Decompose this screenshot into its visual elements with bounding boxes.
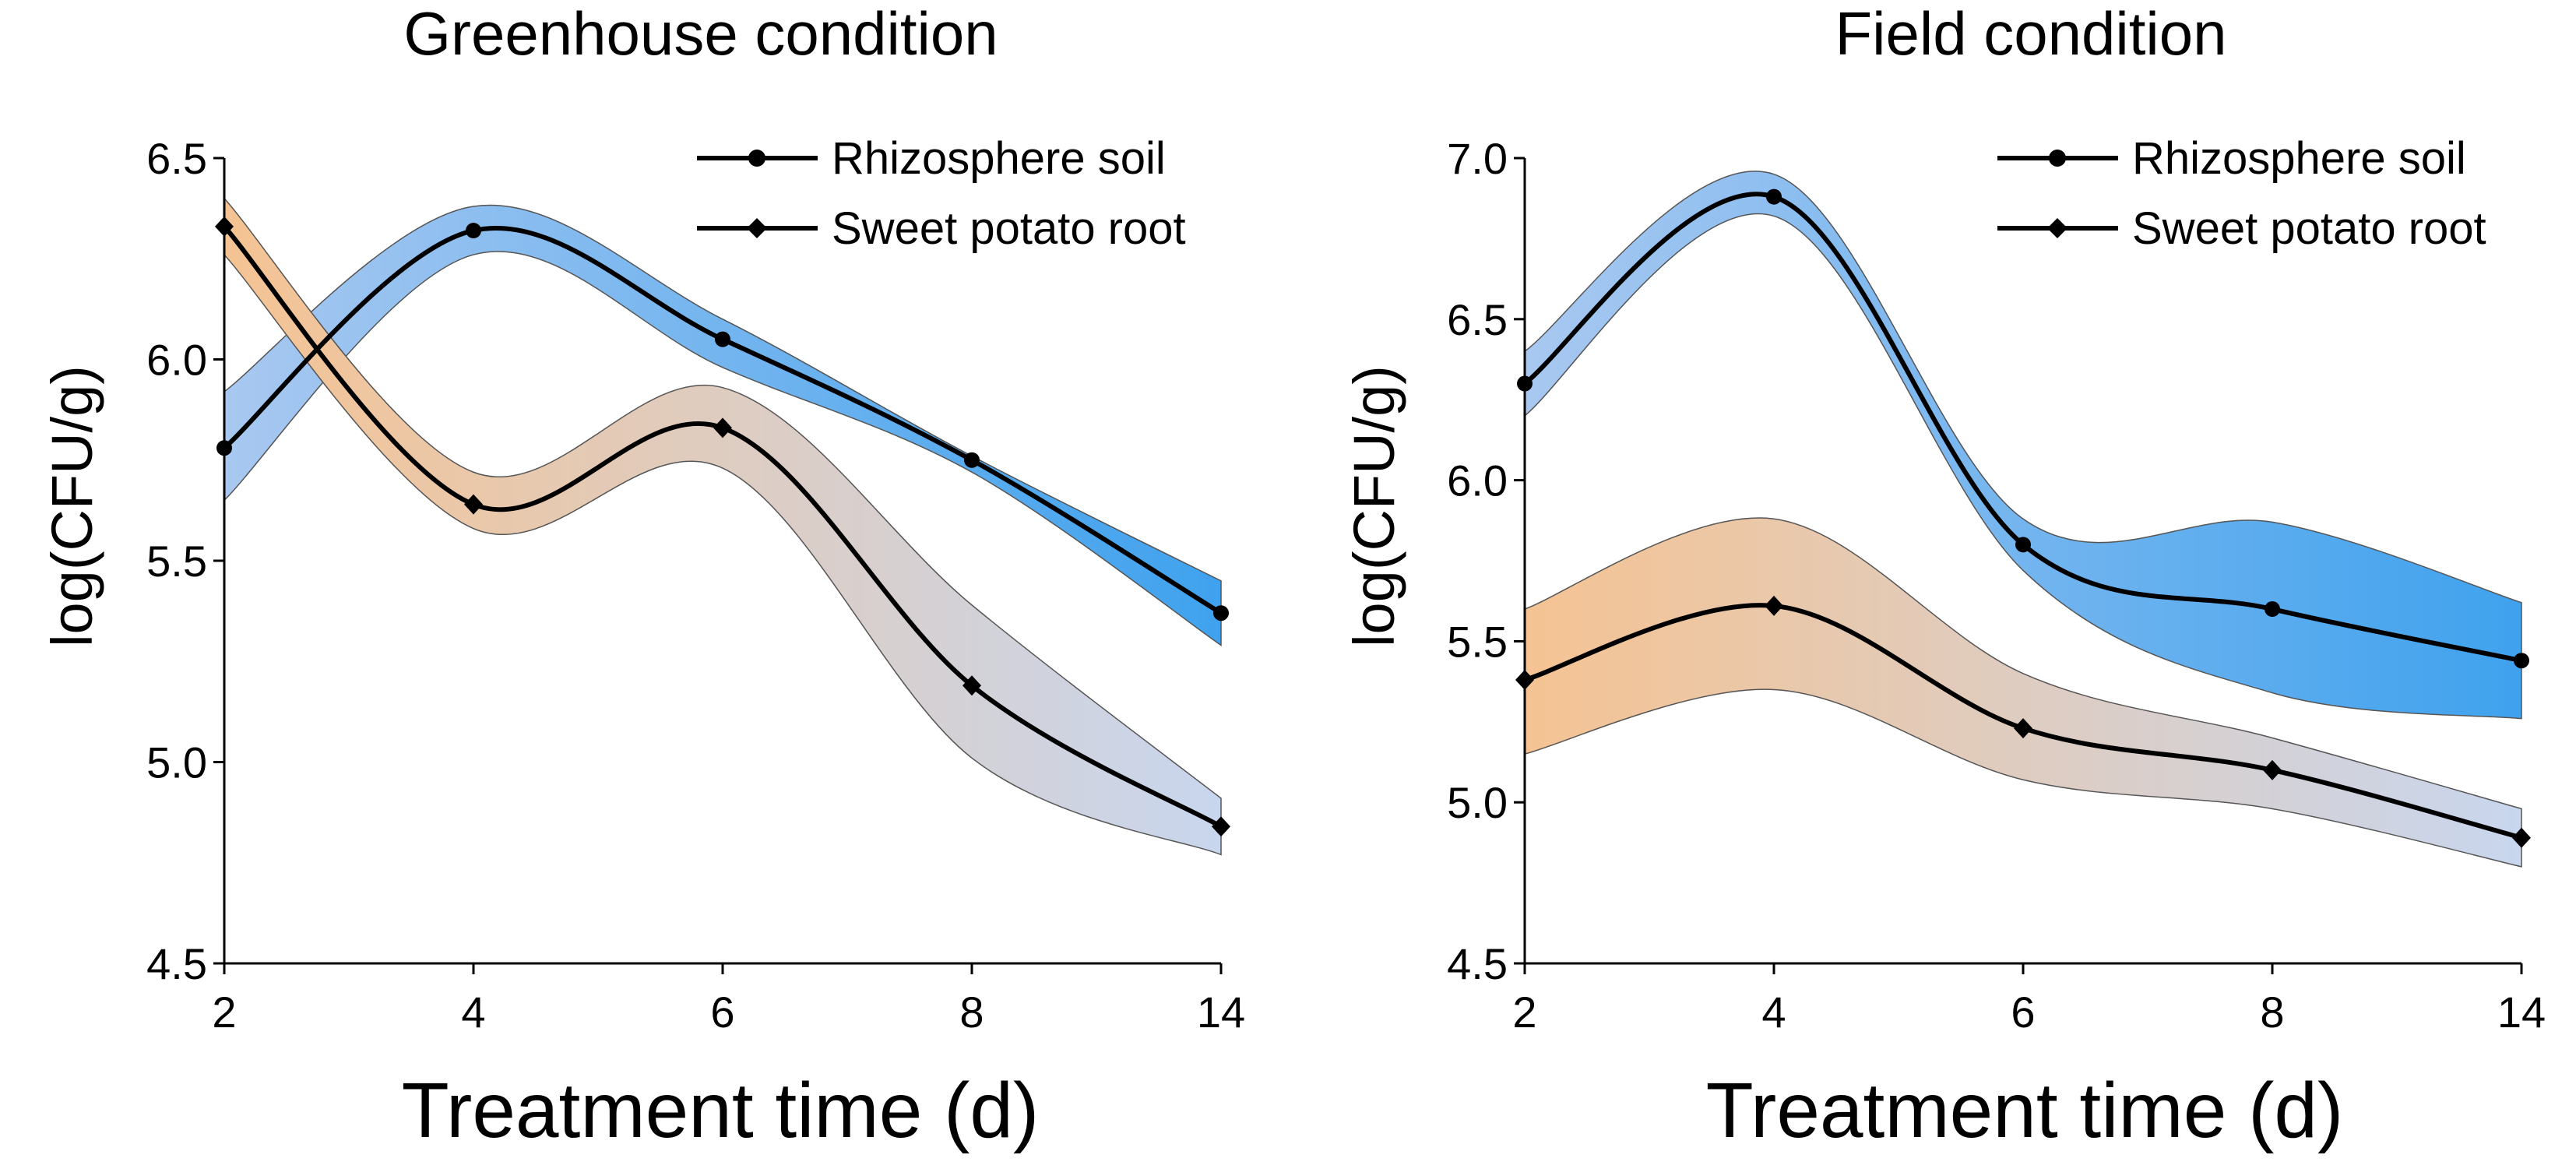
y-tick-label: 4.5 (146, 939, 207, 988)
x-axis-label: Treatment time (d) (1706, 1067, 2344, 1154)
confidence-band-rhizosphere (1524, 171, 2522, 720)
legend-label: Rhizosphere soil (2132, 133, 2466, 184)
data-point-circle (964, 452, 980, 468)
chart-title: Greenhouse condition (403, 0, 998, 68)
data-point-circle (466, 223, 481, 239)
bands (1524, 171, 2522, 868)
data-point-diamond (464, 494, 483, 515)
x-tick-label: 6 (2011, 988, 2035, 1037)
data-point-diamond (1765, 595, 1783, 616)
y-tick-label: 5.0 (1447, 778, 1508, 827)
chart-title: Field condition (1835, 0, 2227, 68)
y-tick-labels: 4.5 5.0 5.5 6.0 6.5 (146, 134, 207, 988)
y-tick-label: 6.5 (146, 134, 207, 183)
x-axis-label: Treatment time (d) (402, 1067, 1040, 1154)
legend-label: Sweet potato root (2132, 203, 2486, 254)
legend-label: Sweet potato root (832, 203, 1186, 254)
y-tick-label: 5.5 (1447, 617, 1508, 666)
data-point-diamond (2263, 759, 2282, 780)
bands (223, 196, 1222, 856)
x-tick-label: 8 (959, 988, 984, 1037)
axes (213, 157, 1223, 974)
y-axis-label: log(CFU/g) (1342, 365, 1406, 647)
legend: Rhizosphere soil Sweet potato root (697, 133, 1186, 254)
x-tick-label: 4 (1761, 988, 1786, 1037)
axes (1514, 157, 2523, 974)
y-tick-label: 6.0 (146, 336, 207, 385)
x-tick-label: 6 (710, 988, 734, 1037)
legend-marker-diamond (747, 218, 767, 238)
x-tick-label: 14 (2497, 988, 2546, 1037)
y-tick-label: 6.0 (1447, 456, 1508, 505)
y-tick-label: 4.5 (1447, 939, 1508, 988)
y-tick-label: 5.0 (146, 738, 207, 787)
data-point-diamond (713, 417, 732, 438)
x-tick-labels: 2 4 6 8 14 (212, 988, 1245, 1037)
markers (1515, 188, 2531, 848)
y-tick-labels: 4.5 5.0 5.5 6.0 6.5 7.0 (1447, 134, 1508, 988)
legend: Rhizosphere soil Sweet potato root (1997, 133, 2486, 254)
data-point-circle (2265, 601, 2280, 618)
x-tick-label: 2 (212, 988, 236, 1037)
data-point-diamond (2014, 718, 2032, 739)
y-axis-label: log(CFU/g) (40, 365, 104, 647)
x-tick-label: 4 (461, 988, 485, 1037)
x-tick-label: 14 (1197, 988, 1245, 1037)
x-tick-labels: 2 4 6 8 14 (1512, 988, 2546, 1037)
y-tick-label: 5.5 (146, 537, 207, 586)
y-tick-label: 6.5 (1447, 295, 1508, 344)
data-point-circle (715, 331, 730, 347)
data-point-circle (1213, 605, 1229, 621)
legend-marker-circle (2049, 150, 2066, 167)
data-point-diamond (1212, 816, 1230, 837)
chart-panel-greenhouse: Greenhouse condition 4.5 5.0 5.5 6.0 6.5… (40, 0, 1245, 1154)
data-point-circle (1766, 188, 1782, 205)
x-tick-label: 2 (1512, 988, 1536, 1037)
legend-label: Rhizosphere soil (832, 133, 1166, 184)
data-point-circle (2015, 537, 2031, 553)
legend-marker-circle (748, 150, 765, 167)
data-point-diamond (962, 675, 981, 696)
legend-marker-diamond (2047, 218, 2067, 238)
confidence-band-rhizosphere (223, 204, 1222, 647)
y-tick-label: 7.0 (1447, 134, 1508, 183)
series-line-rhizosphere (1523, 192, 2522, 664)
data-point-circle (2514, 653, 2529, 669)
data-point-diamond (2512, 827, 2531, 848)
chart-panel-field: Field condition 4.5 5.0 5.5 6.0 6.5 7.0 … (1342, 0, 2546, 1154)
x-tick-label: 8 (2260, 988, 2284, 1037)
